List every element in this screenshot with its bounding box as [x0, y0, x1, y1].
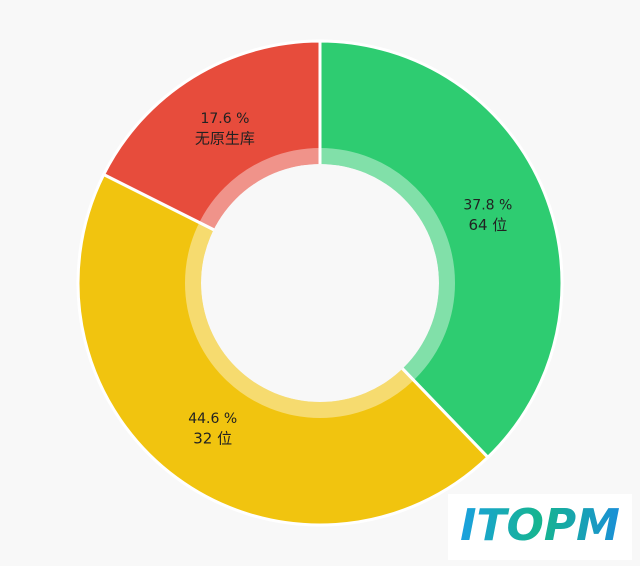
watermark-box: [448, 494, 632, 560]
value-label: 37.8 %: [463, 197, 512, 213]
category-label: 64 位: [468, 216, 507, 234]
value-label: 17.6 %: [200, 111, 249, 127]
inner-ring: [185, 148, 455, 418]
donut-hole: [201, 164, 439, 402]
category-label: 无原生库: [195, 129, 255, 147]
labels: 37.8 % 64 位 44.6 % 32 位 17.6 % 无原生库: [188, 111, 512, 447]
value-label: 44.6 %: [188, 411, 237, 427]
watermark: ITOPM: [460, 500, 620, 551]
category-label: 32 位: [193, 429, 232, 447]
